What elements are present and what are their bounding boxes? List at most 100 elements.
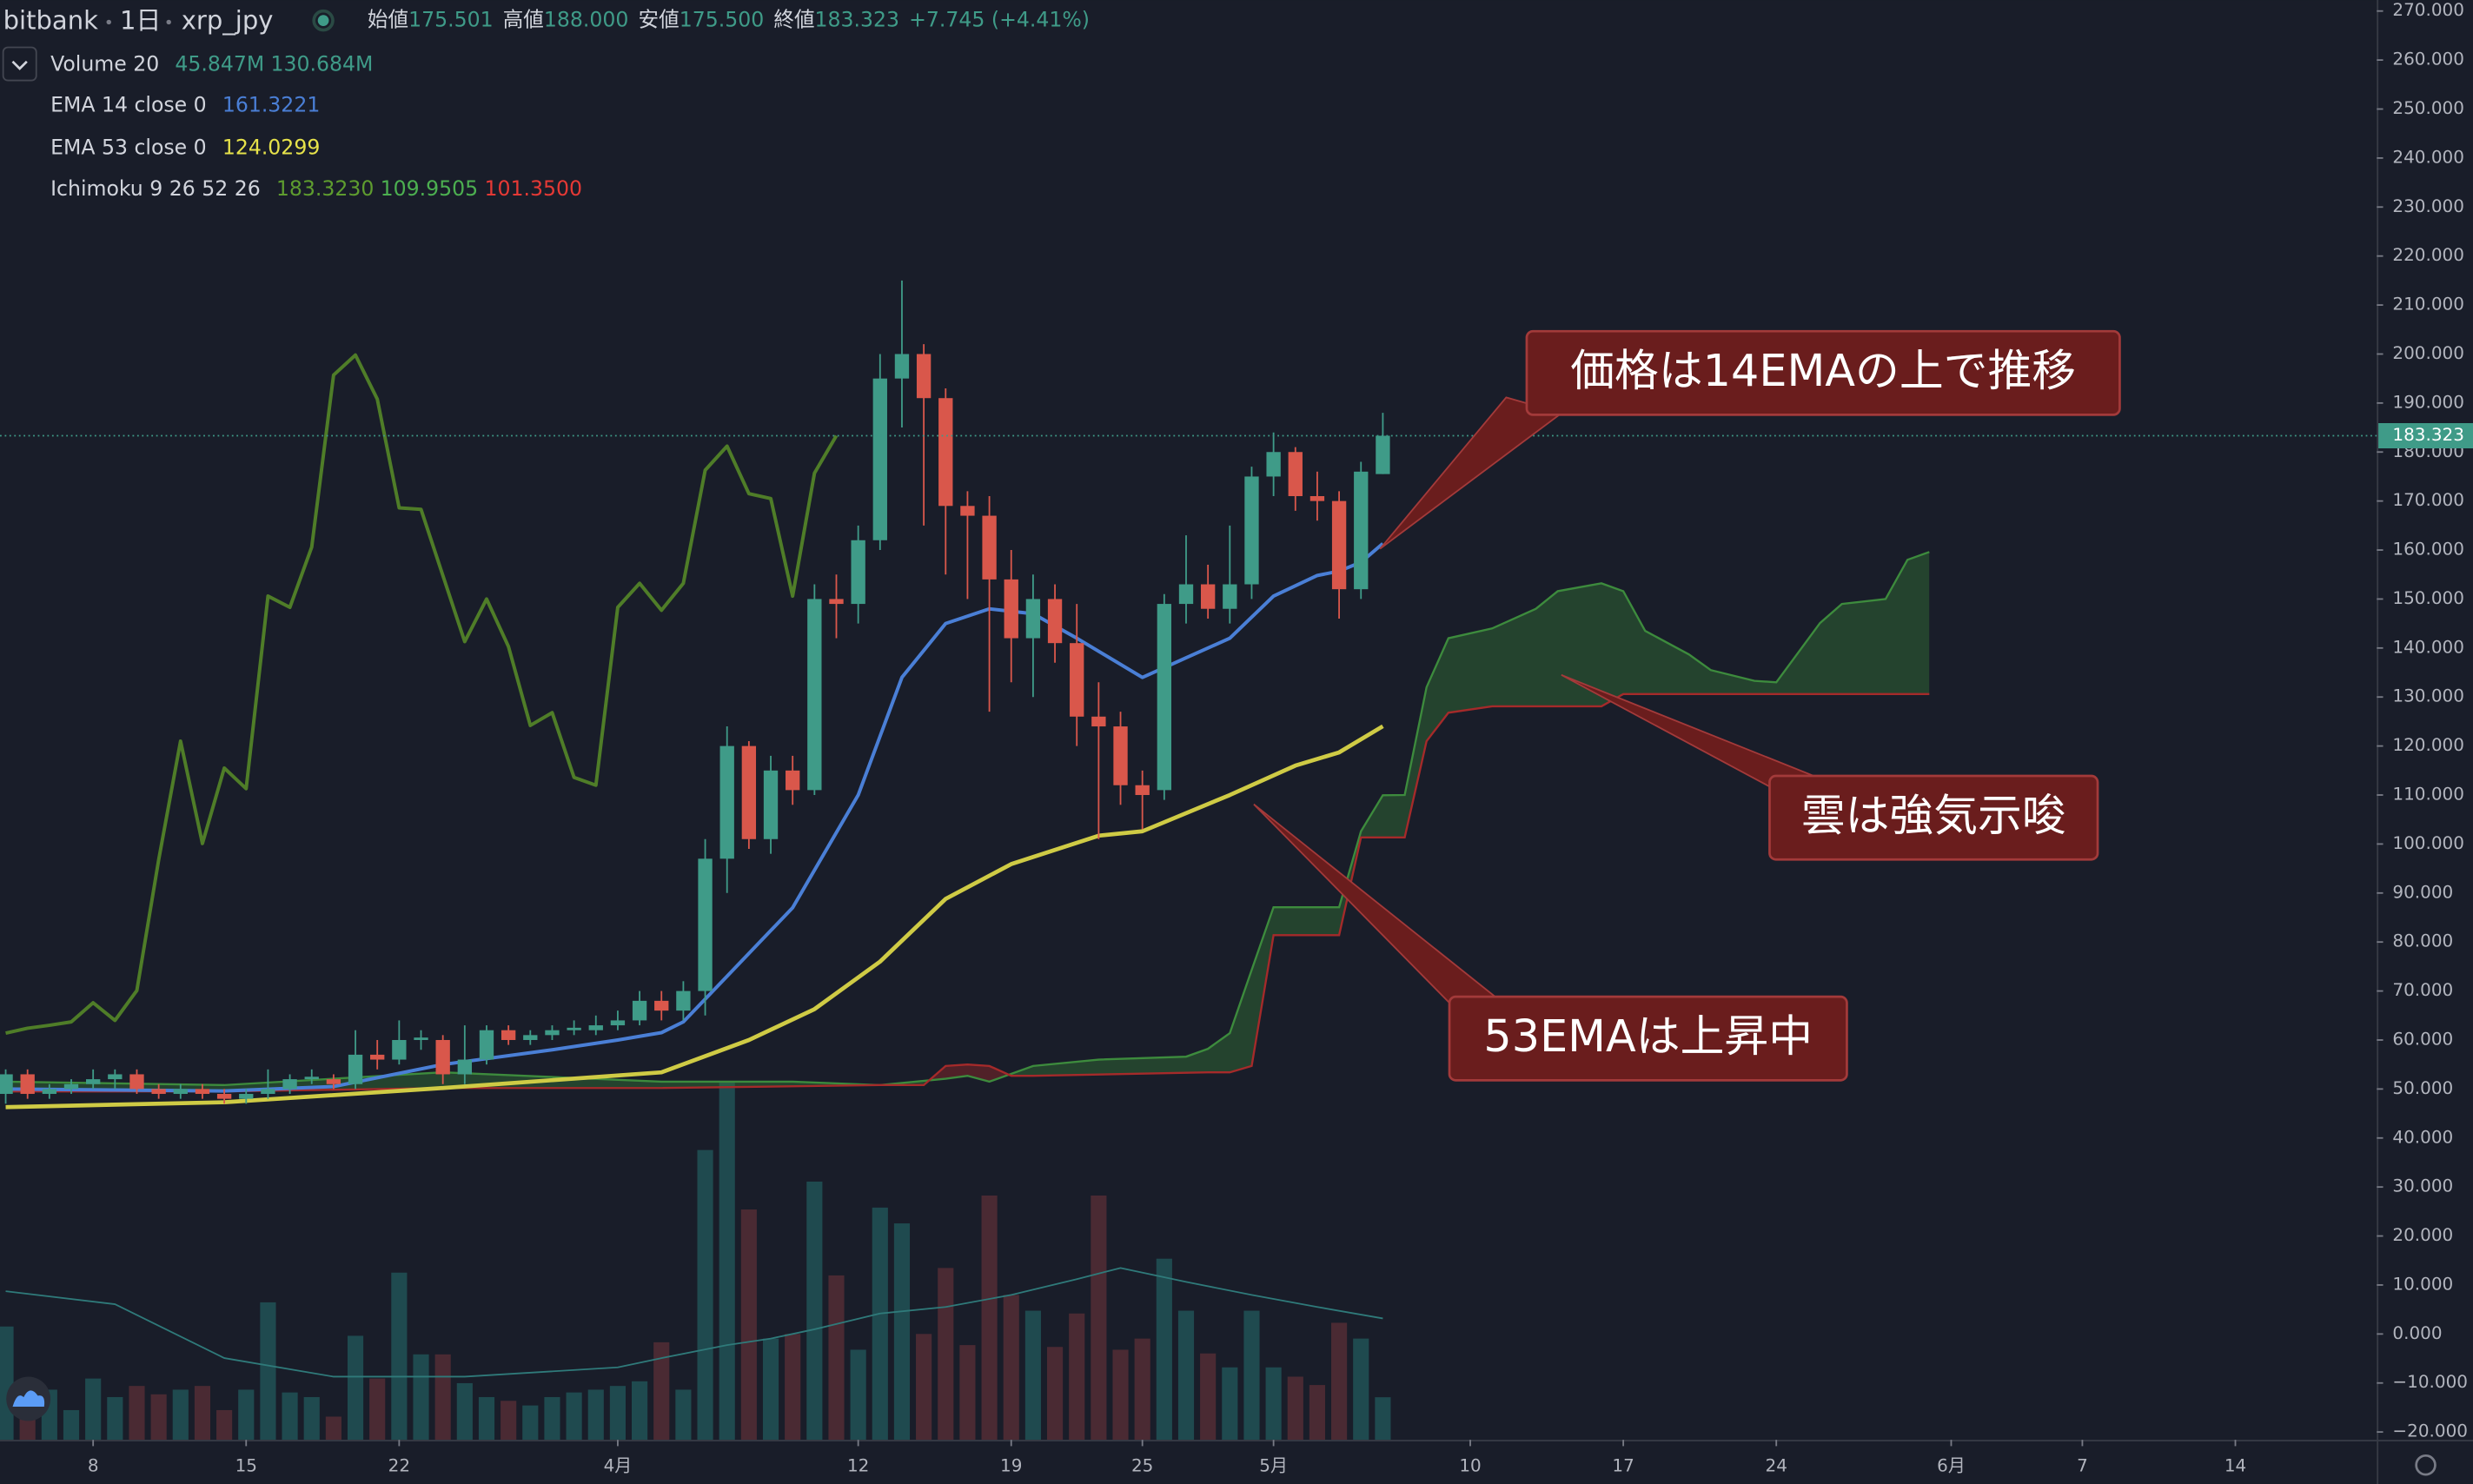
volume-bar (1331, 1322, 1348, 1441)
candle-body (1223, 584, 1237, 609)
volume-bar (850, 1349, 866, 1441)
volume-bar (216, 1409, 233, 1441)
candle-body (1200, 584, 1216, 609)
volume-bar (806, 1181, 823, 1441)
x-tick-label: 17 (1612, 1455, 1634, 1476)
candle-body (545, 1030, 560, 1036)
x-tick-label: 4月 (604, 1455, 633, 1476)
candle-body (523, 1035, 538, 1040)
candle-body (216, 1094, 232, 1099)
last-price-label: 183.323 (2392, 424, 2464, 445)
candle-body (632, 1000, 647, 1021)
volume-bar (938, 1268, 954, 1441)
x-tick-label: 5月 (1259, 1455, 1288, 1476)
x-tick-label: 6月 (1937, 1455, 1966, 1476)
volume-bar (740, 1209, 757, 1441)
volume-bar (653, 1342, 670, 1441)
candle-body (1178, 584, 1194, 605)
volume-bar (1069, 1313, 1085, 1441)
volume-bar (1222, 1367, 1238, 1441)
candle-body (1070, 643, 1084, 717)
volume-bar (522, 1405, 539, 1441)
volume-bar (282, 1392, 298, 1441)
volume-bar (916, 1334, 932, 1441)
y-tick-label: 70.000 (2392, 979, 2453, 1000)
volume-bar (1177, 1310, 1195, 1441)
legend-value: 101.3500 (484, 176, 582, 200)
candle-body (392, 1039, 407, 1060)
separator (166, 19, 171, 25)
legend-value: 183.3230 (276, 176, 375, 200)
volume-bar (456, 1382, 473, 1441)
legend-value: 109.9505 (381, 176, 479, 200)
collapse-icon (11, 60, 28, 70)
volume-bar (85, 1378, 102, 1441)
candle-body (479, 1030, 494, 1060)
callout-text: 価格は14EMAの上で推移 (1570, 345, 2076, 396)
plot-area (0, 280, 2377, 1441)
y-tick-label: 0.000 (2392, 1322, 2442, 1343)
volume-bar (697, 1149, 713, 1441)
market-status[interactable] (312, 9, 335, 32)
volume-bar (544, 1396, 560, 1441)
candle-body (85, 1079, 101, 1084)
legend-entry: Ichimoku 9 26 52 26 183.3230 109.9505 101.3… (50, 176, 582, 200)
candle-body (676, 990, 691, 1011)
candle-body (370, 1054, 385, 1060)
y-tick-label: 120.000 (2392, 734, 2464, 755)
cloud-fill-bullish (5, 552, 1930, 1092)
candle-body (1376, 435, 1390, 474)
y-tick-label: 220.000 (2392, 244, 2464, 265)
volume-bar (347, 1335, 364, 1441)
candle-body (741, 745, 757, 839)
candle-body (829, 599, 844, 605)
symbol-header: bitbank 1日 xrp_jpy (3, 5, 274, 35)
legend-value: 45.847M (175, 51, 264, 76)
x-tick-label: 24 (1766, 1455, 1787, 1476)
volume-bar (478, 1396, 495, 1441)
y-tick-label: 210.000 (2392, 294, 2464, 315)
candle-body (851, 540, 865, 605)
settings-button[interactable] (2415, 1454, 2437, 1476)
volume-bar (1243, 1310, 1260, 1441)
y-tick-label: 110.000 (2392, 784, 2464, 805)
volume-bar (1046, 1347, 1064, 1441)
candle-body (938, 398, 953, 507)
ohlc-label: 始値 (368, 7, 408, 31)
candle-body (173, 1089, 188, 1095)
indicator-line (5, 1267, 1383, 1378)
volume-bar (325, 1416, 341, 1441)
candle-body (1091, 716, 1106, 727)
candle-body (348, 1054, 363, 1084)
legend-entry: EMA 14 close 0 161.3221 (50, 92, 320, 116)
candle-body (916, 354, 932, 399)
y-tick-label: 260.000 (2392, 49, 2464, 70)
candle-body (719, 745, 734, 859)
logo-icon (12, 1390, 45, 1408)
volume-bar (719, 1082, 735, 1441)
volume-bar (893, 1223, 911, 1441)
volume-bar (150, 1394, 167, 1441)
y-tick-label: 20.000 (2392, 1224, 2453, 1245)
candle-body (1135, 785, 1150, 796)
candle-body (872, 378, 887, 540)
candle-body (1157, 604, 1172, 791)
x-tick-label: 19 (1000, 1455, 1022, 1476)
volume-bar (129, 1386, 145, 1441)
volume-bar (1287, 1376, 1303, 1441)
collapse-button[interactable] (2, 46, 37, 82)
volume-bar (260, 1302, 276, 1441)
candle-body (0, 1074, 13, 1095)
candle-body (239, 1094, 254, 1099)
legend-name: EMA 14 close 0 (50, 92, 207, 116)
callout-box (1525, 329, 2121, 416)
candle-body (108, 1074, 123, 1080)
x-tick-label: 8 (88, 1455, 99, 1476)
leading-span-b (5, 692, 1930, 1093)
legend-entry: EMA 53 close 0 124.0299 (50, 135, 320, 159)
candle-body (151, 1089, 166, 1095)
volume-bar (238, 1389, 255, 1441)
interval: 1日 (120, 5, 162, 35)
volume-bar (391, 1272, 408, 1441)
